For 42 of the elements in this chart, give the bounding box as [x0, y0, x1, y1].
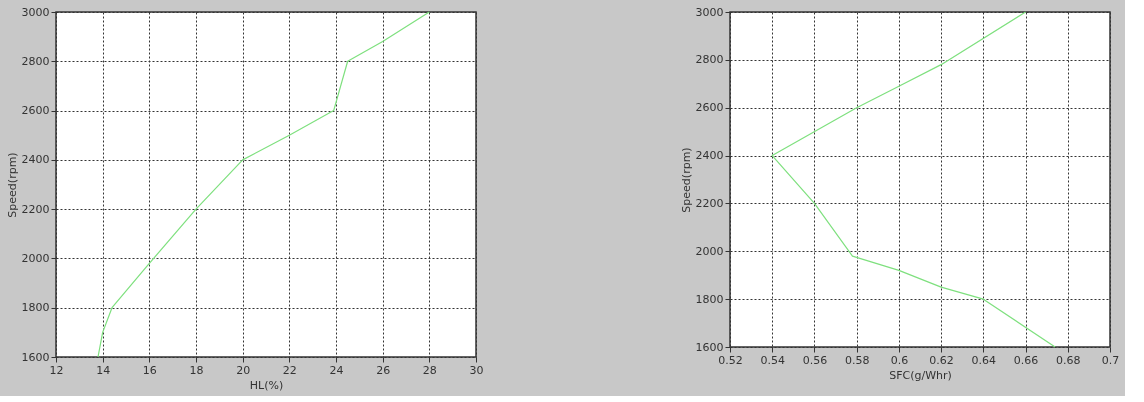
y-tick-label: 2200 — [21, 202, 50, 216]
x-tick-label: 0.56 — [802, 353, 828, 367]
x-tick-label: 28 — [422, 363, 437, 377]
y-tick-label: 1600 — [21, 350, 50, 364]
y-tick-label: 2400 — [695, 149, 724, 163]
y-tick-label: 2200 — [695, 196, 724, 210]
line-series — [97, 11, 430, 358]
y-axis-title: Speed(rpm) — [679, 147, 693, 213]
y-tick-label: 2800 — [21, 54, 50, 68]
line-series — [771, 11, 1056, 348]
y-tick-label: 1800 — [695, 292, 724, 306]
x-tick-label: 0.54 — [760, 353, 785, 367]
x-tick-label: 0.7 — [1101, 353, 1120, 367]
y-tick-label: 2000 — [21, 251, 50, 265]
x-axis-title: HL(%) — [249, 378, 284, 392]
x-tick-label: 0.68 — [1056, 353, 1081, 367]
y-tick-label: 1800 — [21, 301, 50, 315]
x-axis-title: SFC(g/Whr) — [889, 368, 952, 382]
x-tick-label: 12 — [49, 363, 64, 377]
x-tick-label: 14 — [96, 363, 111, 377]
y-tick-label: 2600 — [21, 104, 50, 118]
y-tick-label: 2800 — [695, 53, 724, 67]
y-axis-title: Speed(rpm) — [5, 152, 19, 218]
x-tick-label: 18 — [189, 363, 204, 377]
x-tick-label: 16 — [142, 363, 157, 377]
x-tick-label: 22 — [282, 363, 297, 377]
y-tick-label: 2600 — [695, 101, 724, 115]
x-tick-label: 0.62 — [929, 353, 954, 367]
x-tick-label: 20 — [236, 363, 251, 377]
x-tick-label: 0.66 — [1013, 353, 1039, 367]
x-tick-label: 30 — [469, 363, 484, 377]
x-tick-label: 0.52 — [718, 353, 743, 367]
x-tick-label: 26 — [376, 363, 391, 377]
y-tick-label: 3000 — [21, 5, 50, 19]
y-tick-label: 2400 — [21, 153, 50, 167]
x-tick-label: 0.64 — [971, 353, 997, 367]
x-tick-label: 0.6 — [890, 353, 909, 367]
y-tick-label: 2000 — [695, 244, 724, 258]
y-tick-label: 1600 — [695, 340, 724, 354]
x-tick-label: 0.58 — [844, 353, 870, 367]
y-tick-label: 3000 — [695, 5, 724, 19]
x-tick-label: 24 — [329, 363, 344, 377]
